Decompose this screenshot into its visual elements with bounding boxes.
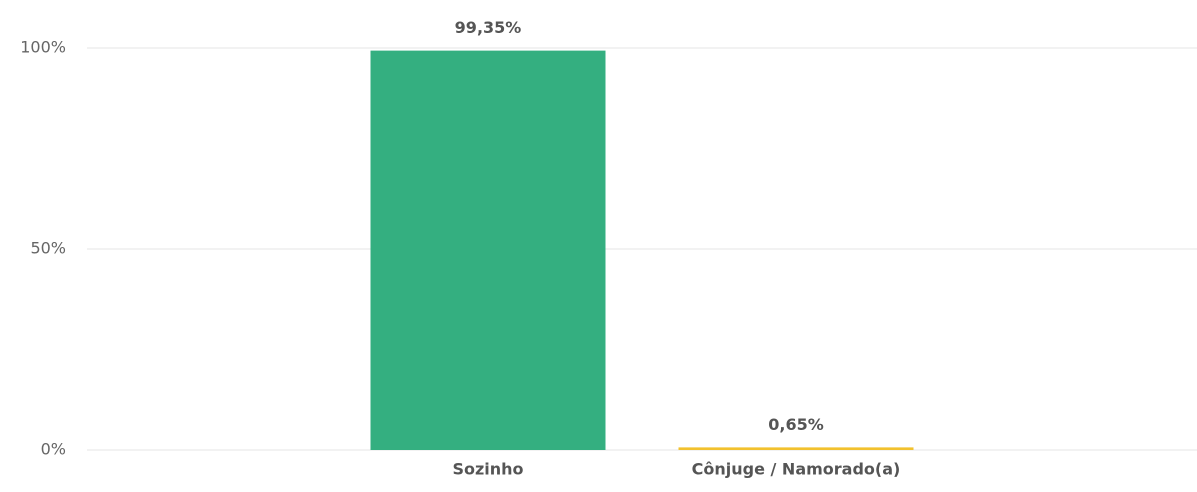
y-tick-label: 0%: [41, 440, 66, 459]
bar: [678, 447, 914, 450]
x-tick-label: Sozinho: [452, 460, 523, 479]
y-tick-label: 50%: [30, 239, 66, 258]
y-tick-label: 100%: [20, 38, 66, 57]
bar: [370, 50, 606, 450]
value-label: 99,35%: [455, 18, 522, 37]
value-label: 0,65%: [768, 415, 824, 434]
x-tick-label: Cônjuge / Namorado(a): [692, 460, 901, 479]
